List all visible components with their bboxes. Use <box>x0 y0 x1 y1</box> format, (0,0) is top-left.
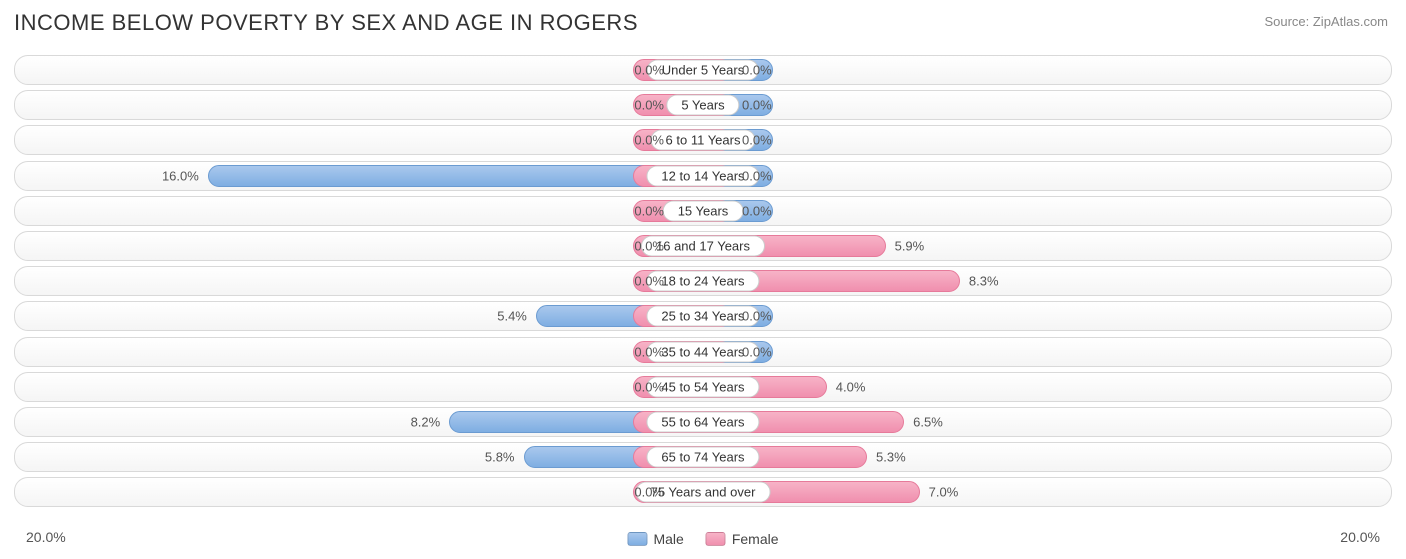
female-value-label: 8.3% <box>969 274 999 289</box>
male-value-label: 0.0% <box>634 133 664 148</box>
male-value-label: 0.0% <box>634 485 664 500</box>
female-value-label: 0.0% <box>742 309 772 324</box>
category-label: 55 to 64 Years <box>646 411 759 432</box>
legend-item-female: Female <box>706 531 779 547</box>
chart-row: 35 to 44 Years0.0%0.0% <box>14 337 1392 367</box>
female-value-label: 4.0% <box>836 379 866 394</box>
female-value-label: 0.0% <box>742 168 772 183</box>
female-value-label: 7.0% <box>929 485 959 500</box>
male-value-label: 5.8% <box>485 450 515 465</box>
chart-row: 75 Years and over0.0%7.0% <box>14 477 1392 507</box>
chart-area: Under 5 Years0.0%0.0%5 Years0.0%0.0%6 to… <box>14 55 1392 515</box>
chart-row: 18 to 24 Years0.0%8.3% <box>14 266 1392 296</box>
source-attribution: Source: ZipAtlas.com <box>1264 14 1388 29</box>
chart-row: 45 to 54 Years0.0%4.0% <box>14 372 1392 402</box>
female-value-label: 0.0% <box>742 133 772 148</box>
female-value-label: 6.5% <box>913 414 943 429</box>
female-value-label: 0.0% <box>742 63 772 78</box>
female-value-label: 0.0% <box>742 203 772 218</box>
axis-max-left: 20.0% <box>26 529 66 545</box>
chart-row: 12 to 14 Years16.0%0.0% <box>14 161 1392 191</box>
female-value-label: 0.0% <box>742 344 772 359</box>
female-value-label: 5.3% <box>876 450 906 465</box>
male-value-label: 0.0% <box>634 203 664 218</box>
female-value-label: 5.9% <box>895 238 925 253</box>
male-value-label: 5.4% <box>497 309 527 324</box>
legend-female-label: Female <box>732 531 779 547</box>
male-value-label: 8.2% <box>411 414 441 429</box>
chart-row: 5 Years0.0% 0.0% <box>14 90 1392 120</box>
chart-row: 15 Years0.0% 0.0% <box>14 196 1392 226</box>
category-label: 5 Years <box>666 95 739 116</box>
male-value-label: 0.0% <box>634 238 664 253</box>
male-value-label: 0.0% <box>634 274 664 289</box>
male-value-label: 0.0% <box>634 63 664 78</box>
male-value-label: 0.0% <box>634 98 664 113</box>
chart-row: 55 to 64 Years 8.2% 6.5% <box>14 407 1392 437</box>
axis-max-right: 20.0% <box>1340 529 1380 545</box>
chart-row: 65 to 74 Years 5.8% 5.3% <box>14 442 1392 472</box>
female-value-label: 0.0% <box>742 98 772 113</box>
legend-item-male: Male <box>627 531 683 547</box>
category-label: 65 to 74 Years <box>646 447 759 468</box>
chart-row: Under 5 Years0.0%0.0% <box>14 55 1392 85</box>
male-value-label: 0.0% <box>634 344 664 359</box>
male-value-label: 16.0% <box>162 168 199 183</box>
male-swatch-icon <box>627 532 647 546</box>
legend-male-label: Male <box>653 531 683 547</box>
category-label: 6 to 11 Years <box>651 130 756 151</box>
chart-footer: 20.0% Male Female 20.0% <box>14 521 1392 553</box>
male-value-label: 0.0% <box>634 379 664 394</box>
legend: Male Female <box>627 531 778 547</box>
chart-row: 25 to 34 Years5.4%0.0% <box>14 301 1392 331</box>
chart-row: 16 and 17 Years0.0%5.9% <box>14 231 1392 261</box>
chart-row: 6 to 11 Years0.0% 0.0% <box>14 125 1392 155</box>
female-swatch-icon <box>706 532 726 546</box>
chart-title: INCOME BELOW POVERTY BY SEX AND AGE IN R… <box>14 10 638 36</box>
category-label: 15 Years <box>663 200 744 221</box>
